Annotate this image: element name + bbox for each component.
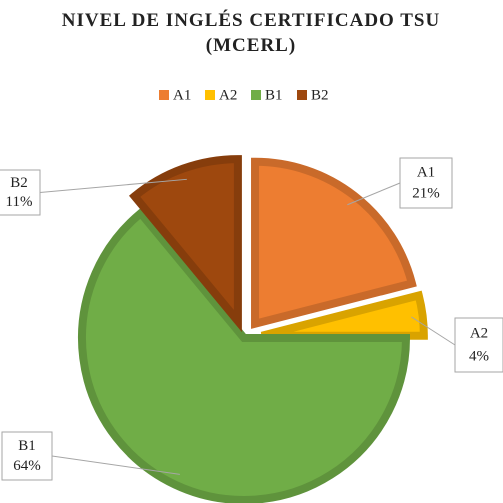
legend-label: A1 <box>173 87 191 103</box>
label-category: A1 <box>417 164 435 180</box>
label-value: 64% <box>13 458 41 474</box>
legend-swatch <box>297 90 307 100</box>
label-value: 21% <box>412 185 440 201</box>
label-box <box>399 157 453 209</box>
pie-slice <box>129 155 242 333</box>
label-box <box>454 317 503 373</box>
leader-line <box>51 455 180 475</box>
legend-label: B1 <box>265 87 283 103</box>
label-category: B2 <box>10 175 28 191</box>
pie-slice <box>260 290 428 340</box>
chart-title: NIVEL DE INGLÉS CERTIFICADO TSU (MCERL) <box>62 9 440 56</box>
legend-swatch <box>159 90 169 100</box>
legend-swatch <box>251 90 261 100</box>
legend-label: B2 <box>311 87 329 103</box>
leader-line <box>347 182 401 206</box>
legend-label: A2 <box>219 87 237 103</box>
pie-slice <box>251 157 417 329</box>
pie-slice <box>78 207 411 503</box>
leader-line <box>411 316 456 346</box>
label-value: 11% <box>6 194 33 210</box>
label-value: 4% <box>469 348 489 364</box>
leader-line <box>39 178 187 193</box>
legend-swatch <box>205 90 215 100</box>
label-box <box>0 169 41 216</box>
label-category: A2 <box>470 326 488 342</box>
label-category: B1 <box>18 438 36 454</box>
label-box <box>1 431 53 481</box>
